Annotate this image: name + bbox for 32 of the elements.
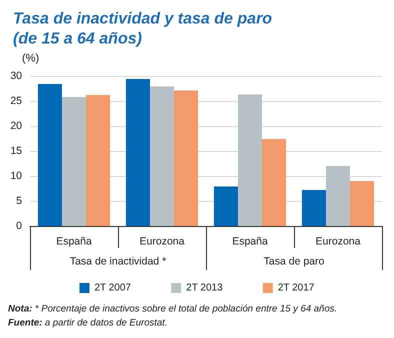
bar <box>150 86 174 226</box>
y-tick-label: 5 <box>16 195 22 207</box>
bar <box>38 84 62 226</box>
y-tick-label: 25 <box>10 95 22 107</box>
text: Nota: * Porcentaje de inactivos sobre el total de población entre 15 y 64 años. <box>8 304 338 314</box>
text: Tasa de inactividad * <box>70 256 166 268</box>
y-tick-label: 20 <box>10 120 22 132</box>
y-tick-label: 10 <box>10 170 22 182</box>
x-tick-label: España <box>56 236 92 248</box>
source-note: Fuente: a partir de datos de Eurostat. <box>8 318 168 328</box>
x-tick-label: Eurozona <box>316 236 361 248</box>
bar <box>62 97 86 226</box>
bar <box>174 90 198 226</box>
bar <box>126 79 150 226</box>
x-tick-label: España <box>232 236 268 248</box>
x-tick-label: Eurozona <box>140 236 185 248</box>
bar <box>350 181 374 226</box>
bar <box>326 166 350 226</box>
chart-title: Tasa de inactividad y tasa de paro (de 15 a 64 años) <box>13 10 272 48</box>
text: Tasa de paro <box>264 256 325 268</box>
y-tick-label: 15 <box>10 145 22 157</box>
bar <box>214 186 238 226</box>
y-tick-label: 0 <box>16 220 22 232</box>
legend-label: 2T 2017 <box>278 282 315 294</box>
bar <box>262 139 286 226</box>
y-tick-label: 30 <box>10 70 22 82</box>
bar <box>302 190 326 226</box>
legend-label: 2T 2013 <box>186 282 224 294</box>
bar <box>86 95 110 226</box>
bar <box>238 94 262 226</box>
y-axis-title: (%) <box>22 52 40 64</box>
legend-label: 2T 2007 <box>94 282 132 294</box>
